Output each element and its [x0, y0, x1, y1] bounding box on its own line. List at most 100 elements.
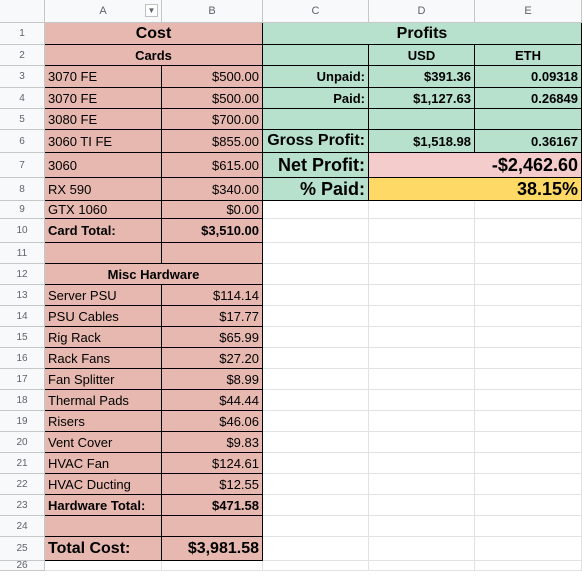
gross-profit-label[interactable]: Gross Profit: — [263, 130, 369, 153]
row-header[interactable]: 20 — [0, 432, 45, 453]
usd-header[interactable]: USD — [369, 45, 475, 66]
empty-cell[interactable] — [369, 474, 475, 495]
misc-name-cell[interactable]: Thermal Pads — [45, 390, 162, 411]
card-name-cell[interactable]: 3060 TI FE — [45, 130, 162, 153]
empty-cell[interactable] — [475, 453, 582, 474]
cards-header[interactable]: Cards — [45, 45, 263, 66]
misc-name-cell[interactable]: Rack Fans — [45, 348, 162, 369]
row-header[interactable]: 12 — [0, 264, 45, 285]
card-value-cell[interactable]: $500.00 — [162, 88, 263, 109]
empty-cell[interactable] — [475, 561, 582, 571]
empty-cell[interactable] — [475, 348, 582, 369]
misc-value-cell[interactable]: $44.44 — [162, 390, 263, 411]
empty-cell[interactable] — [475, 201, 582, 219]
misc-name-cell[interactable]: Rig Rack — [45, 327, 162, 348]
empty-cell[interactable] — [263, 516, 369, 537]
column-header-b[interactable]: B — [162, 0, 263, 23]
empty-cell[interactable] — [475, 243, 582, 264]
empty-cell[interactable] — [369, 432, 475, 453]
misc-name-cell[interactable]: Vent Cover — [45, 432, 162, 453]
empty-cell[interactable] — [475, 306, 582, 327]
column-header-a[interactable]: A — [45, 0, 162, 23]
card-name-cell[interactable]: 3070 FE — [45, 88, 162, 109]
row-header[interactable]: 18 — [0, 390, 45, 411]
empty-cell[interactable] — [263, 264, 369, 285]
row-header[interactable]: 3 — [0, 66, 45, 88]
empty-cell[interactable] — [263, 432, 369, 453]
empty-cell[interactable] — [263, 285, 369, 306]
empty-cell[interactable] — [369, 243, 475, 264]
select-all-corner[interactable] — [0, 0, 45, 23]
paid-usd-cell[interactable]: $1,127.63 — [369, 88, 475, 109]
gross-eth-cell[interactable]: 0.36167 — [475, 130, 582, 153]
empty-cell[interactable] — [263, 327, 369, 348]
gross-usd-cell[interactable]: $1,518.98 — [369, 130, 475, 153]
empty-cell[interactable] — [475, 369, 582, 390]
empty-cell[interactable] — [263, 453, 369, 474]
empty-cell[interactable] — [475, 327, 582, 348]
hardware-total-value[interactable]: $471.58 — [162, 495, 263, 516]
empty-cell[interactable] — [263, 306, 369, 327]
paid-eth-cell[interactable]: 0.26849 — [475, 88, 582, 109]
misc-value-cell[interactable]: $17.77 — [162, 306, 263, 327]
filter-dropdown-icon[interactable]: ▼ — [145, 4, 158, 17]
card-total-label[interactable]: Card Total: — [45, 219, 162, 243]
empty-cell[interactable] — [263, 45, 369, 66]
empty-cell[interactable] — [369, 306, 475, 327]
card-value-cell[interactable]: $615.00 — [162, 153, 263, 178]
empty-cell[interactable] — [369, 348, 475, 369]
empty-cell[interactable] — [369, 219, 475, 243]
column-header-c[interactable]: C — [263, 0, 369, 23]
empty-cell[interactable] — [369, 561, 475, 571]
row-header[interactable]: 14 — [0, 306, 45, 327]
empty-cell[interactable] — [369, 537, 475, 561]
empty-cell[interactable] — [475, 411, 582, 432]
column-header-e[interactable]: E — [475, 0, 582, 23]
total-cost-value[interactable]: $3,981.58 — [162, 537, 263, 561]
row-header[interactable]: 2 — [0, 45, 45, 66]
card-total-value[interactable]: $3,510.00 — [162, 219, 263, 243]
row-header[interactable]: 26 — [0, 561, 45, 571]
misc-value-cell[interactable]: $9.83 — [162, 432, 263, 453]
misc-value-cell[interactable]: $27.20 — [162, 348, 263, 369]
empty-cell[interactable] — [369, 411, 475, 432]
row-header[interactable]: 21 — [0, 453, 45, 474]
row-header[interactable]: 24 — [0, 516, 45, 537]
row-header[interactable]: 9 — [0, 201, 45, 219]
misc-value-cell[interactable]: $46.06 — [162, 411, 263, 432]
empty-cell[interactable] — [475, 219, 582, 243]
card-value-cell[interactable]: $340.00 — [162, 178, 263, 201]
percent-paid-label[interactable]: % Paid: — [263, 178, 369, 201]
misc-value-cell[interactable]: $8.99 — [162, 369, 263, 390]
misc-hardware-header[interactable]: Misc Hardware — [45, 264, 263, 285]
empty-cell[interactable] — [369, 390, 475, 411]
empty-cell[interactable] — [369, 516, 475, 537]
card-value-cell[interactable]: $700.00 — [162, 109, 263, 130]
empty-cell[interactable] — [263, 411, 369, 432]
paid-label[interactable]: Paid: — [263, 88, 369, 109]
empty-cell[interactable] — [263, 561, 369, 571]
misc-value-cell[interactable]: $65.99 — [162, 327, 263, 348]
row-header[interactable]: 25 — [0, 537, 45, 561]
card-name-cell[interactable]: 3070 FE — [45, 66, 162, 88]
row-header[interactable]: 17 — [0, 369, 45, 390]
empty-cell[interactable] — [162, 561, 263, 571]
unpaid-usd-cell[interactable]: $391.36 — [369, 66, 475, 88]
misc-name-cell[interactable]: Risers — [45, 411, 162, 432]
misc-value-cell[interactable]: $12.55 — [162, 474, 263, 495]
percent-paid-value[interactable]: 38.15% — [369, 178, 582, 201]
empty-cell[interactable] — [162, 516, 263, 537]
empty-cell[interactable] — [263, 474, 369, 495]
card-value-cell[interactable]: $500.00 — [162, 66, 263, 88]
row-header[interactable]: 1 — [0, 23, 45, 45]
row-header[interactable]: 5 — [0, 109, 45, 130]
row-header[interactable]: 6 — [0, 130, 45, 153]
empty-cell[interactable] — [263, 219, 369, 243]
row-header[interactable]: 22 — [0, 474, 45, 495]
empty-cell[interactable] — [369, 495, 475, 516]
misc-name-cell[interactable]: HVAC Fan — [45, 453, 162, 474]
card-name-cell[interactable]: GTX 1060 — [45, 201, 162, 219]
empty-cell[interactable] — [475, 264, 582, 285]
row-header[interactable]: 8 — [0, 178, 45, 201]
empty-cell[interactable] — [263, 537, 369, 561]
